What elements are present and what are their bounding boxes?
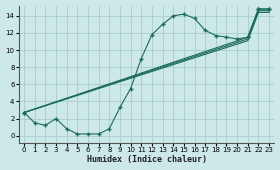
X-axis label: Humidex (Indice chaleur): Humidex (Indice chaleur) — [87, 155, 207, 164]
